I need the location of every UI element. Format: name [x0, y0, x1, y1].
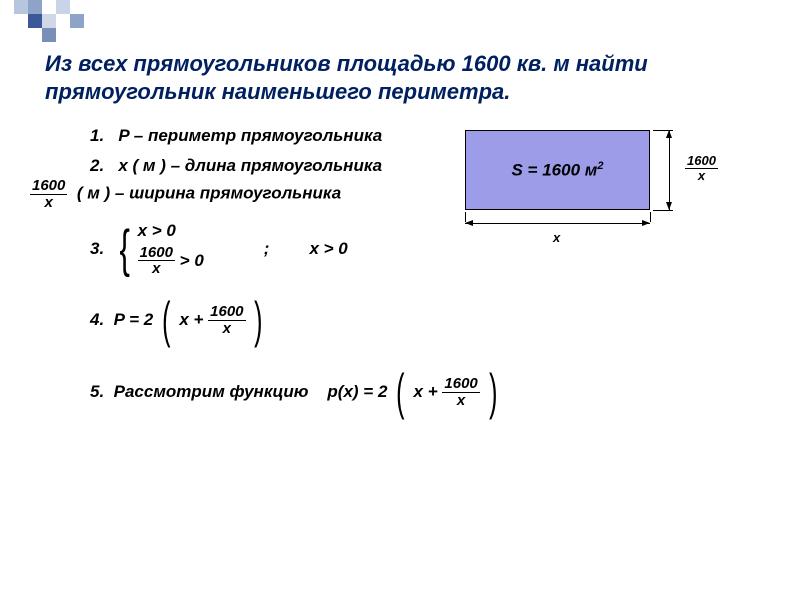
arrow-right-icon — [642, 220, 650, 226]
area-label: S = 1600 м2 — [512, 160, 604, 181]
step-4-x: x + — [179, 310, 203, 330]
x-gt-0-right: x > 0 — [309, 239, 347, 259]
step-2b-text: ( м ) – ширина прямоугольника — [77, 184, 341, 203]
width-dim-line — [465, 223, 650, 224]
step-2-text: x ( м ) – длина прямоугольника — [118, 156, 382, 175]
left-brace-icon: { — [120, 223, 130, 275]
rparen-icon: ) — [254, 295, 262, 345]
brace-group: { x > 0 1600 x > 0 — [116, 221, 204, 278]
step-5-frac: 1600 x — [442, 376, 479, 409]
rectangle-diagram: S = 1600 м2 x 1600 x — [465, 130, 765, 250]
tick-br — [650, 212, 651, 222]
tick-br2 — [653, 210, 673, 211]
step-1-num: 1. — [90, 126, 104, 145]
tick-tr — [653, 130, 673, 131]
step-4: 4. P = 2 ( x + 1600 x ) — [90, 295, 770, 345]
arrow-up-icon — [666, 130, 672, 138]
lparen-icon: ( — [162, 295, 170, 345]
cond-frac-gt-0: 1600 x > 0 — [138, 245, 204, 278]
step-4-frac: 1600 x — [208, 304, 245, 337]
step-5-x: x + — [414, 382, 438, 402]
title-text: Из всех прямоугольников площадью 1600 кв… — [45, 50, 745, 105]
step-3-num: 3. — [90, 239, 104, 259]
corner-decoration — [14, 0, 134, 42]
tick-bl — [465, 212, 466, 222]
step-4-num: 4. — [90, 310, 104, 330]
step-2-num: 2. — [90, 156, 104, 175]
frac-1600-x: 1600 x — [30, 178, 67, 211]
step-1-text: P – периметр прямоугольника — [118, 126, 382, 145]
slide-title: Из всех прямоугольников площадью 1600 кв… — [45, 50, 745, 105]
width-label: x — [553, 230, 560, 245]
semicolon: ; — [264, 239, 270, 259]
step-5: 5. Рассмотрим функцию p(x) = 2 ( x + 160… — [90, 367, 770, 417]
step-5-fx: p(x) = 2 — [327, 382, 387, 402]
rparen2-icon: ) — [489, 367, 497, 417]
height-dim-line — [669, 130, 670, 210]
arrow-left-icon — [465, 220, 473, 226]
lparen2-icon: ( — [396, 367, 404, 417]
step-4-lead: P = 2 — [114, 310, 154, 330]
height-label: 1600 x — [685, 154, 718, 182]
cond-x-gt-0: x > 0 — [138, 221, 204, 241]
rectangle-box: S = 1600 м2 — [465, 130, 650, 210]
step-5-text: Рассмотрим функцию — [114, 382, 309, 402]
step-5-num: 5. — [90, 382, 104, 402]
arrow-down-icon — [666, 202, 672, 210]
